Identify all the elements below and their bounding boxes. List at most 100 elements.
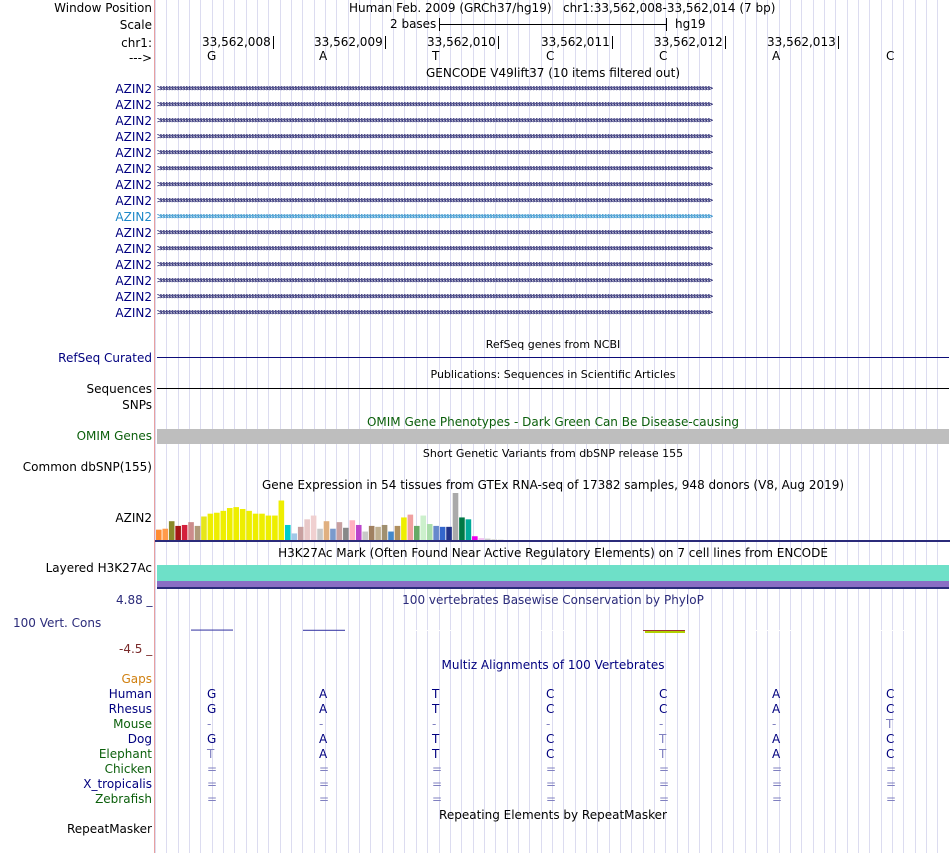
gencode-transcript-label[interactable]: AZIN2 (115, 258, 152, 272)
phylop-bar[interactable] (643, 630, 685, 631)
gencode-transcript-feature[interactable]: >>>>>>>>>>>>>>>>>>>>>>>>>>>>>>>>>>>>>>>>… (157, 165, 713, 174)
gtex-tissue-bar[interactable] (310, 515, 317, 540)
phylop-bar[interactable] (191, 629, 233, 631)
gtex-tissue-bar[interactable] (491, 539, 497, 540)
gencode-transcript-label[interactable]: AZIN2 (115, 178, 152, 192)
h3k27ac-signal-purple[interactable] (157, 581, 949, 587)
gtex-tissue-bar[interactable] (285, 524, 291, 540)
gtex-tissue-bar[interactable] (407, 514, 414, 540)
species-label[interactable]: Dog (127, 732, 152, 746)
gencode-transcript-feature[interactable]: >>>>>>>>>>>>>>>>>>>>>>>>>>>>>>>>>>>>>>>>… (157, 229, 713, 238)
refseq-label[interactable]: RefSeq Curated (58, 351, 152, 365)
pubs-label[interactable]: Sequences (86, 382, 152, 396)
gtex-tissue-bar[interactable] (168, 521, 175, 540)
gtex-tissue-bar[interactable] (336, 522, 343, 540)
phylop-bar[interactable] (870, 630, 912, 631)
gencode-transcript-label[interactable]: AZIN2 (115, 146, 152, 160)
gtex-tissue-bar[interactable] (497, 539, 504, 540)
gtex-tissue-bar[interactable] (323, 521, 330, 540)
gtex-tissue-bar[interactable] (259, 513, 265, 540)
gtex-tissue-bar[interactable] (317, 528, 323, 540)
h3k27ac-label[interactable]: Layered H3K27Ac (45, 561, 152, 575)
species-label[interactable]: X_tropicalis (83, 777, 152, 791)
gtex-tissue-bar[interactable] (330, 528, 336, 540)
phylop-bar[interactable] (303, 629, 345, 631)
gtex-tissue-bar[interactable] (420, 515, 427, 540)
gencode-transcript-label[interactable]: AZIN2 (115, 226, 152, 240)
gtex-tissue-bar[interactable] (446, 526, 452, 540)
phylop-bar[interactable] (756, 630, 798, 631)
gtex-tissue-bar[interactable] (239, 508, 246, 540)
gtex-tissue-bar[interactable] (188, 522, 194, 540)
gencode-transcript-feature[interactable]: >>>>>>>>>>>>>>>>>>>>>>>>>>>>>>>>>>>>>>>>… (157, 181, 713, 190)
species-label[interactable]: Human (108, 687, 152, 701)
gtex-tissue-bar[interactable] (201, 516, 207, 541)
gencode-transcript-feature[interactable]: >>>>>>>>>>>>>>>>>>>>>>>>>>>>>>>>>>>>>>>>… (157, 85, 713, 94)
gtex-tissue-bar[interactable] (304, 519, 310, 540)
gtex-tissue-bar[interactable] (181, 524, 188, 540)
gtex-tissue-bar[interactable] (343, 527, 349, 540)
gencode-transcript-label[interactable]: AZIN2 (115, 274, 152, 288)
gencode-transcript-feature[interactable]: >>>>>>>>>>>>>>>>>>>>>>>>>>>>>>>>>>>>>>>>… (157, 213, 713, 222)
gtex-tissue-bar[interactable] (291, 533, 298, 540)
species-label[interactable]: Chicken (104, 762, 152, 776)
gtex-tissue-bar[interactable] (426, 524, 433, 540)
phylop-label[interactable]: 100 Vert. Cons (13, 616, 102, 630)
gtex-tissue-bar[interactable] (175, 525, 181, 540)
gtex-tissue-bar[interactable] (433, 525, 439, 540)
gtex-tissue-bar[interactable] (214, 512, 220, 540)
gtex-bar-chart[interactable] (155, 492, 950, 544)
species-label[interactable]: Rhesus (108, 702, 152, 716)
omim-feature[interactable] (157, 429, 949, 444)
gencode-transcript-feature[interactable]: >>>>>>>>>>>>>>>>>>>>>>>>>>>>>>>>>>>>>>>>… (157, 261, 713, 270)
rmsk-label[interactable]: RepeatMasker (66, 822, 152, 836)
gtex-tissue-bar[interactable] (362, 531, 368, 540)
gtex-tissue-bar[interactable] (349, 520, 356, 540)
gencode-transcript-label[interactable]: AZIN2 (115, 114, 152, 128)
gtex-tissue-bar[interactable] (162, 528, 169, 540)
gtex-tissue-bar[interactable] (388, 531, 394, 540)
gencode-transcript-feature[interactable]: >>>>>>>>>>>>>>>>>>>>>>>>>>>>>>>>>>>>>>>>… (157, 133, 713, 142)
phylop-bar[interactable] (416, 630, 458, 631)
gtex-tissue-bar[interactable] (265, 515, 272, 540)
phylop-graph[interactable] (155, 606, 950, 656)
refseq-line[interactable] (157, 357, 949, 358)
gencode-transcript-label[interactable]: AZIN2 (115, 130, 152, 144)
gencode-transcript-label[interactable]: AZIN2 (115, 194, 152, 208)
gtex-tissue-bar[interactable] (465, 519, 472, 540)
gtex-tissue-bar[interactable] (439, 526, 446, 540)
gtex-tissue-bar[interactable] (272, 515, 278, 540)
gencode-transcript-feature[interactable]: >>>>>>>>>>>>>>>>>>>>>>>>>>>>>>>>>>>>>>>>… (157, 149, 713, 158)
gencode-transcript-label[interactable]: AZIN2 (115, 162, 152, 176)
gtex-tissue-bar[interactable] (207, 513, 214, 540)
h3k27ac-signal-cyan[interactable] (157, 565, 949, 581)
gtex-tissue-bar[interactable] (381, 524, 388, 540)
species-label[interactable]: Elephant (98, 747, 152, 761)
gencode-transcript-label[interactable]: AZIN2 (115, 242, 152, 256)
gtex-label[interactable]: AZIN2 (115, 511, 152, 525)
omim-label[interactable]: OMIM Genes (76, 429, 152, 443)
species-label[interactable]: Mouse (113, 717, 152, 731)
gencode-transcript-feature[interactable]: >>>>>>>>>>>>>>>>>>>>>>>>>>>>>>>>>>>>>>>>… (157, 293, 713, 302)
gencode-transcript-feature[interactable]: >>>>>>>>>>>>>>>>>>>>>>>>>>>>>>>>>>>>>>>>… (157, 277, 713, 286)
phylop-bar[interactable] (530, 630, 572, 631)
pubs-line[interactable] (157, 388, 949, 389)
gtex-tissue-bar[interactable] (220, 510, 227, 540)
species-label[interactable]: Zebrafish (95, 792, 152, 806)
gencode-transcript-feature[interactable]: >>>>>>>>>>>>>>>>>>>>>>>>>>>>>>>>>>>>>>>>… (157, 101, 713, 110)
gtex-tissue-bar[interactable] (478, 538, 485, 540)
gencode-transcript-feature[interactable]: >>>>>>>>>>>>>>>>>>>>>>>>>>>>>>>>>>>>>>>>… (157, 245, 713, 254)
gencode-transcript-feature[interactable]: >>>>>>>>>>>>>>>>>>>>>>>>>>>>>>>>>>>>>>>>… (157, 309, 713, 318)
gtex-tissue-bar[interactable] (233, 507, 239, 540)
gtex-tissue-bar[interactable] (297, 526, 304, 540)
gtex-tissue-bar[interactable] (414, 525, 420, 540)
gencode-transcript-label[interactable]: AZIN2 (115, 290, 152, 304)
gtex-tissue-bar[interactable] (401, 517, 407, 540)
gtex-tissue-bar[interactable] (278, 500, 285, 540)
gtex-tissue-bar[interactable] (394, 525, 401, 540)
gtex-tissue-bar[interactable] (452, 493, 459, 540)
gtex-tissue-bar[interactable] (375, 526, 381, 540)
gencode-transcript-label[interactable]: AZIN2 (115, 306, 152, 320)
gtex-tissue-bar[interactable] (156, 529, 162, 540)
gtex-tissue-bar[interactable] (472, 536, 478, 540)
